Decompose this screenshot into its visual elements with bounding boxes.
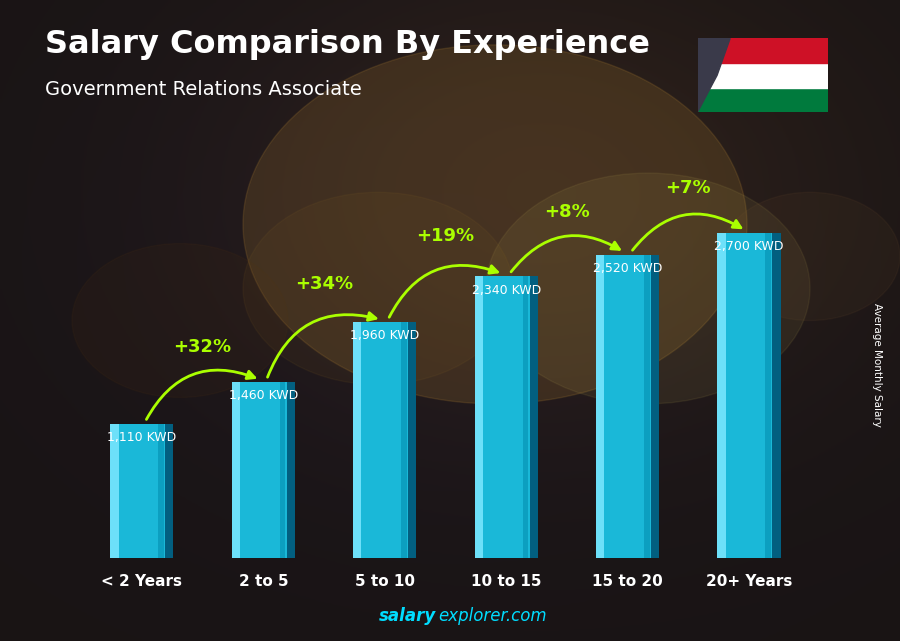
Bar: [401, 322, 407, 558]
Bar: [353, 322, 362, 558]
Bar: [529, 276, 538, 558]
Circle shape: [720, 192, 900, 320]
Text: +32%: +32%: [174, 338, 231, 356]
Bar: [772, 233, 780, 558]
Polygon shape: [698, 38, 730, 112]
Bar: [280, 382, 285, 558]
Text: salary: salary: [379, 607, 436, 625]
Bar: [698, 88, 828, 112]
Text: +19%: +19%: [417, 227, 474, 245]
Text: +8%: +8%: [544, 203, 590, 221]
Bar: [111, 424, 174, 558]
Circle shape: [486, 173, 810, 404]
Bar: [287, 382, 295, 558]
Text: 2,700 KWD: 2,700 KWD: [715, 240, 784, 253]
Text: 2,340 KWD: 2,340 KWD: [472, 283, 541, 297]
Text: explorer.com: explorer.com: [438, 607, 547, 625]
Text: 1,960 KWD: 1,960 KWD: [350, 329, 419, 342]
Bar: [596, 254, 659, 558]
Bar: [717, 233, 780, 558]
Text: Salary Comparison By Experience: Salary Comparison By Experience: [45, 29, 650, 60]
Bar: [698, 38, 828, 63]
Bar: [596, 254, 604, 558]
Text: Government Relations Associate: Government Relations Associate: [45, 80, 362, 99]
Bar: [644, 254, 650, 558]
Circle shape: [243, 192, 513, 385]
Bar: [717, 233, 725, 558]
Bar: [698, 63, 828, 88]
Text: 1,460 KWD: 1,460 KWD: [229, 389, 298, 403]
Bar: [353, 322, 417, 558]
Bar: [474, 276, 483, 558]
Bar: [523, 276, 528, 558]
Bar: [111, 424, 119, 558]
Text: +7%: +7%: [665, 179, 711, 197]
Bar: [166, 424, 174, 558]
Circle shape: [72, 244, 288, 397]
Text: +34%: +34%: [295, 275, 353, 294]
Bar: [408, 322, 417, 558]
Bar: [766, 233, 771, 558]
Text: 1,110 KWD: 1,110 KWD: [107, 431, 176, 444]
Bar: [474, 276, 538, 558]
Circle shape: [243, 45, 747, 404]
Bar: [232, 382, 295, 558]
Text: Average Monthly Salary: Average Monthly Salary: [872, 303, 883, 428]
Text: 2,520 KWD: 2,520 KWD: [593, 262, 662, 275]
Bar: [232, 382, 240, 558]
Bar: [651, 254, 659, 558]
Bar: [158, 424, 164, 558]
